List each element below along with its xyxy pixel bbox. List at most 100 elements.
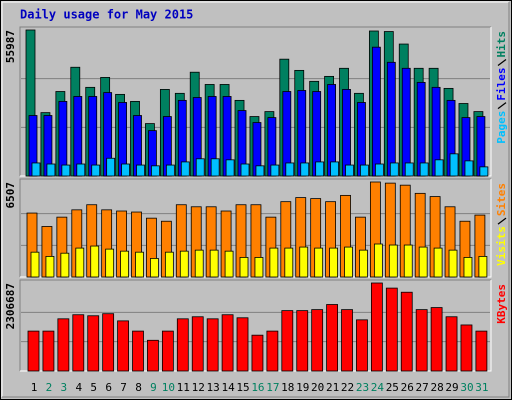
bar [209, 249, 219, 278]
bar [225, 159, 235, 177]
bar [135, 251, 144, 278]
bar [45, 256, 55, 278]
legend-entry: Hits [495, 31, 508, 58]
bar [329, 247, 339, 278]
x-tick-label: 15 [236, 381, 249, 394]
bar [121, 163, 130, 177]
bar [206, 318, 219, 372]
y-tick-label: 55987 [4, 30, 17, 63]
x-tick-label: 19 [296, 381, 309, 394]
bar [433, 247, 443, 278]
legend-entry: KBytes [495, 284, 508, 324]
legend-entry: Visits [495, 226, 508, 266]
x-tick-label: 26 [401, 381, 414, 394]
legend-entry: Files [495, 68, 508, 101]
bar [281, 310, 294, 372]
bar [464, 160, 474, 177]
bar [161, 330, 174, 372]
x-tick-label: 14 [221, 381, 235, 394]
bar [176, 318, 189, 372]
bar [356, 319, 368, 372]
bar [88, 96, 98, 177]
bar [151, 165, 160, 177]
bar [418, 246, 428, 278]
bar [400, 291, 413, 372]
x-tick-label: 10 [162, 381, 175, 394]
bar [370, 282, 383, 372]
bar [57, 318, 70, 372]
x-tick-label: 21 [326, 381, 339, 394]
x-tick-label: 18 [281, 381, 294, 394]
panel-edge [19, 26, 491, 176]
bar [30, 251, 40, 278]
x-tick-label: 20 [311, 381, 324, 394]
bar [132, 330, 144, 372]
bar [254, 257, 264, 278]
bar [448, 249, 458, 278]
bar [91, 164, 101, 177]
bar [300, 162, 310, 177]
bar [60, 252, 70, 278]
bar [236, 317, 249, 372]
x-tick-label: 22 [341, 381, 354, 394]
bar [416, 81, 426, 177]
bar [147, 339, 159, 372]
bar [388, 244, 398, 278]
bar [102, 313, 115, 372]
bar [251, 334, 264, 372]
x-tick-label: 13 [207, 381, 220, 394]
bar [179, 250, 189, 278]
x-tick-label: 11 [177, 381, 190, 394]
bar [341, 309, 353, 372]
bar [449, 153, 459, 177]
x-tick-label: 9 [150, 381, 157, 394]
bar [75, 247, 85, 278]
x-tick-label: 4 [75, 381, 82, 394]
bar [27, 330, 40, 372]
legend-entry: Sites [495, 183, 508, 216]
x-tick-label: 16 [251, 381, 264, 394]
bar [284, 247, 294, 278]
bar [419, 162, 429, 177]
x-tick-label: 3 [61, 381, 68, 394]
x-tick-label: 24 [371, 381, 385, 394]
bar [164, 251, 174, 278]
legend-entry: Pages [495, 111, 508, 144]
bar [150, 258, 159, 278]
bar [42, 330, 55, 372]
bar [239, 257, 249, 278]
bar [479, 166, 489, 177]
x-tick-label: 7 [120, 381, 127, 394]
bar [221, 314, 234, 372]
bar [463, 257, 473, 278]
bar [136, 164, 145, 177]
x-tick-label: 2 [46, 381, 53, 394]
bar [72, 314, 85, 372]
x-tick-label: 6 [105, 381, 112, 394]
bar [210, 158, 220, 177]
bar [342, 89, 351, 177]
x-tick-label: 12 [192, 381, 205, 394]
bar [401, 67, 411, 177]
legend-separator [497, 217, 507, 225]
x-tick-label: 29 [445, 381, 458, 394]
bar [371, 46, 381, 177]
bar [373, 243, 383, 278]
x-tick-label: 28 [430, 381, 443, 394]
panel-edge [19, 178, 491, 277]
bar [314, 247, 324, 278]
bar [389, 162, 399, 177]
bar [106, 157, 116, 177]
bar [285, 162, 295, 177]
panel-edge [19, 279, 491, 371]
bar [360, 164, 369, 177]
bar [430, 307, 443, 372]
bar [434, 159, 444, 177]
bar [105, 248, 115, 278]
x-tick-label: 30 [460, 381, 473, 394]
bar [270, 164, 280, 177]
x-tick-label: 25 [386, 381, 399, 394]
x-tick-label: 17 [266, 381, 279, 394]
